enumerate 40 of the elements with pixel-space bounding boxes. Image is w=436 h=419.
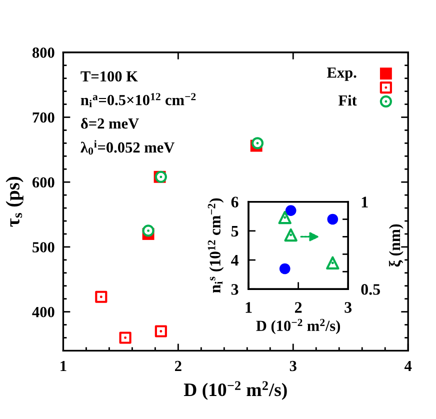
point xyxy=(285,205,296,216)
annotation: T=100 K xyxy=(80,71,138,82)
x-tick-label: 1 xyxy=(246,302,252,313)
y2-tick-label: 1 xyxy=(362,196,368,208)
point xyxy=(327,214,338,225)
y2-tick-label: 0.5 xyxy=(361,284,380,295)
y-axis-title: n$_{i}$$^{s}$ (10$^{12}$ cm$^{−2}$) xyxy=(208,198,224,293)
legend-label: Fit xyxy=(338,94,357,106)
point xyxy=(154,325,167,338)
x-tick-label: 3 xyxy=(290,360,296,372)
x-tick-label: 2 xyxy=(294,302,302,313)
point xyxy=(279,263,290,274)
point xyxy=(251,137,264,150)
point xyxy=(284,228,298,242)
x-tick-label: 3 xyxy=(344,302,352,313)
x-axis-title: D (10$^{−2}$ m$^{2}$/s) xyxy=(256,318,340,334)
y-tick-label: 4 xyxy=(231,255,238,266)
y-tick-label: 500 xyxy=(32,242,54,252)
point xyxy=(142,224,154,237)
point xyxy=(278,210,292,224)
y-axis-title: τ$_{s}$ (ps) xyxy=(6,176,24,227)
annotation: λ$_{0}$$^{i}$=0.052 meV xyxy=(80,140,175,155)
x-tick-label: 4 xyxy=(404,360,412,372)
y2-axis-title: ξ (nm) xyxy=(388,224,404,267)
point xyxy=(119,332,132,344)
x-axis-title: D (10$^{−2}$ m$^{2}$/s) xyxy=(184,381,287,400)
point xyxy=(95,290,108,303)
y-tick-label: 600 xyxy=(32,177,54,188)
annotation: δ=2 meV xyxy=(81,118,139,129)
point xyxy=(326,256,340,270)
x-tick-label: 2 xyxy=(175,360,182,372)
y-tick-label: 800 xyxy=(32,48,54,58)
legend-label: Exp. xyxy=(327,68,356,81)
x-tick-label: 1 xyxy=(60,360,66,372)
y-tick-label: 700 xyxy=(32,112,54,123)
annotation: n$_{i}$$^{a}$=0.5×10$^{12}$ cm$^{−2}$ xyxy=(80,93,196,108)
y-tick-label: 6 xyxy=(231,196,238,208)
y-tick-label: 3 xyxy=(231,284,238,295)
y-tick-label: 400 xyxy=(32,306,54,318)
y-tick-label: 5 xyxy=(231,226,238,237)
